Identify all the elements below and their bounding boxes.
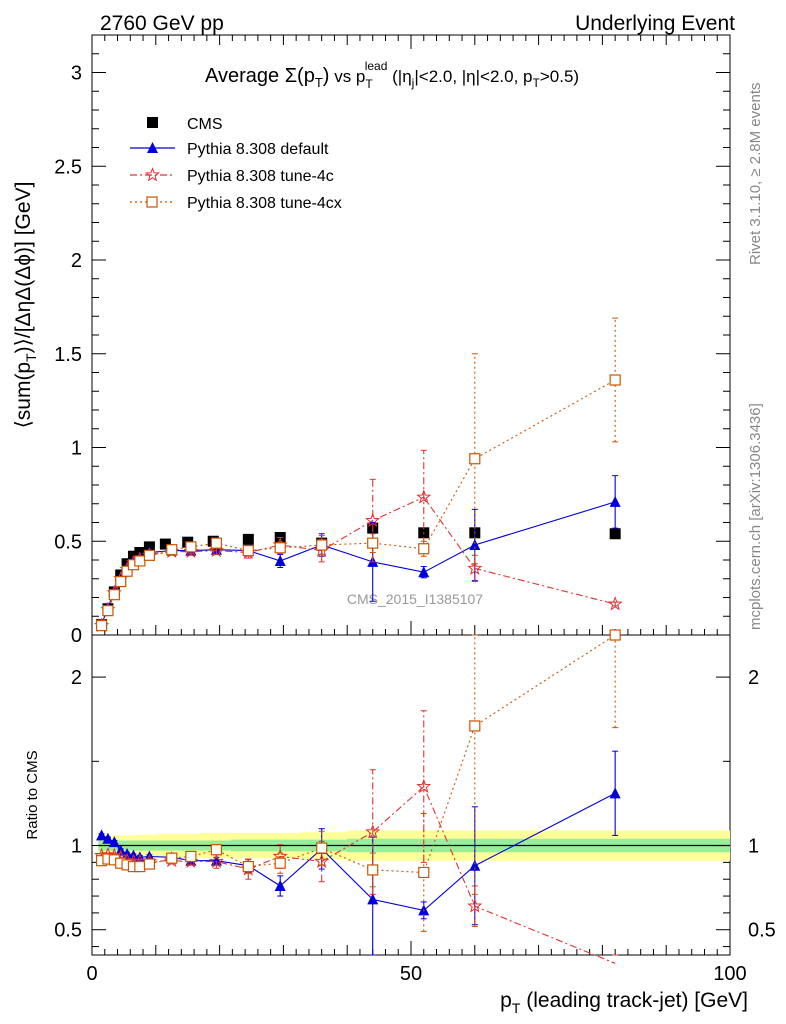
main-data (94, 317, 623, 633)
point-tune4cx (166, 544, 178, 556)
ratio-point-default (274, 879, 286, 891)
point-default (274, 554, 286, 566)
ratio-tick-label: 2 (71, 667, 82, 689)
ratio-point-tune4cx (166, 852, 178, 864)
point-tune4cx (316, 539, 328, 551)
point-tune4cx (185, 541, 197, 553)
rivet-label: Rivet 3.1.10, ≥ 2.8M events (747, 83, 764, 266)
legend-marker-default (147, 142, 158, 153)
point-tune4cx (609, 374, 621, 386)
point-default (469, 539, 481, 550)
legend-label-tune4cx: Pythia 8.308 tune-4cx (187, 195, 342, 212)
point-tune4cx (242, 545, 254, 557)
ratio-point-tune4cx (210, 844, 223, 856)
ratio-point-default (108, 836, 120, 848)
point-default (418, 566, 430, 578)
ratio-point-default (609, 787, 621, 799)
ratio-y-axis-label: Ratio to CMS (24, 750, 41, 839)
y-tick-label: 2 (71, 250, 82, 272)
point-tune4c (467, 560, 483, 575)
y-tick-label: 1.5 (54, 344, 82, 366)
ratio-point-tune4cx (367, 864, 379, 876)
point-tune4cx (102, 605, 114, 617)
legend-marker-tune4cx (146, 196, 158, 208)
ratio-line-tune4c (101, 785, 616, 964)
point-tune4c (365, 512, 381, 528)
point-tune4c (416, 489, 432, 504)
legend-marker-tune4c (144, 167, 161, 182)
point-tune4cx (418, 543, 430, 555)
point-tune4cx (143, 549, 156, 561)
point-tune4c (607, 596, 623, 611)
ratio-point-tune4c (416, 778, 432, 793)
point-tune4cx (108, 589, 120, 601)
point-tune4cx (210, 537, 223, 549)
cms-point (242, 533, 254, 545)
ratio-point-tune4c (365, 824, 381, 839)
ratio-point-tune4cx (242, 860, 254, 873)
ratio-tick-label-right: 1 (748, 836, 759, 858)
analysis-watermark: CMS_2015_I1385107 (347, 591, 483, 607)
ratio-panel-frame (91, 634, 731, 956)
ratio-point-tune4cx (134, 860, 146, 873)
legend-marker-cms (147, 117, 158, 128)
ratio-point-tune4cx (316, 842, 328, 854)
mcplots-label: mcplots.cern.ch [arXiv:1306.3436] (747, 403, 764, 630)
ratio-data (94, 629, 621, 964)
point-tune4cx (121, 565, 133, 577)
plot-title: Average Σ(pT) vs pTlead (|ηj|<2.0, |η|<2… (205, 59, 579, 91)
legend: CMS Pythia 8.308 default Pythia 8.308 tu… (130, 116, 342, 212)
point-default (609, 495, 621, 507)
ratio-point-tune4cx (143, 858, 156, 870)
ratio-uncertainty-bands (98, 830, 730, 861)
legend-label-cms: CMS (187, 116, 223, 133)
ratio-point-tune4cx (469, 720, 481, 732)
ratio-tick-label: 0.5 (54, 920, 82, 942)
x-tick-label: 100 (713, 963, 746, 985)
ratio-point-tune4cx (185, 850, 197, 863)
legend-label-default: Pythia 8.308 default (187, 141, 329, 158)
point-tune4cx (115, 575, 127, 588)
header-right: Underlying Event (575, 12, 735, 35)
ratio-point-tune4c (208, 853, 224, 868)
ratio-point-tune4cx (609, 629, 621, 641)
x-tick-label: 50 (400, 963, 422, 985)
ratio-point-tune4c (467, 898, 483, 913)
header-left: 2760 GeV pp (100, 12, 224, 35)
point-tune4cx (367, 537, 379, 549)
y-tick-label: 1 (71, 438, 82, 460)
y-axis-label: ⟨sum(pT)⟩/[ΔηΔ(Δϕ)] [GeV] (12, 182, 39, 429)
ratio-point-default (102, 832, 114, 844)
y-tick-label: 2.5 (54, 156, 82, 178)
ratio-point-tune4cx (418, 866, 430, 879)
y-tick-label: 0 (71, 625, 82, 647)
point-tune4cx (274, 542, 286, 554)
legend-label-tune4c: Pythia 8.308 tune-4c (187, 168, 334, 185)
cms-point (159, 538, 171, 550)
y-tick-label: 0.5 (54, 531, 82, 553)
ratio-point-tune4cx (274, 857, 286, 869)
ratio-point-default (96, 829, 108, 841)
series-line-tune4cx (101, 379, 616, 626)
point-tune4cx (134, 555, 146, 567)
ratio-point-default (469, 859, 481, 871)
ratio-tick-label-right: 2 (748, 667, 759, 689)
y-tick-label: 3 (71, 63, 82, 85)
ratio-tick-label: 1 (71, 836, 82, 858)
ratio-tick-label-right: 0.5 (748, 920, 776, 942)
cms-point (609, 528, 621, 540)
ratio-point-default (367, 893, 379, 905)
point-tune4cx (469, 453, 481, 465)
x-axis-label: pT (leading track-jet) [GeV] (500, 989, 748, 1016)
x-tick-label: 0 (86, 963, 97, 985)
point-tune4cx (95, 620, 108, 632)
